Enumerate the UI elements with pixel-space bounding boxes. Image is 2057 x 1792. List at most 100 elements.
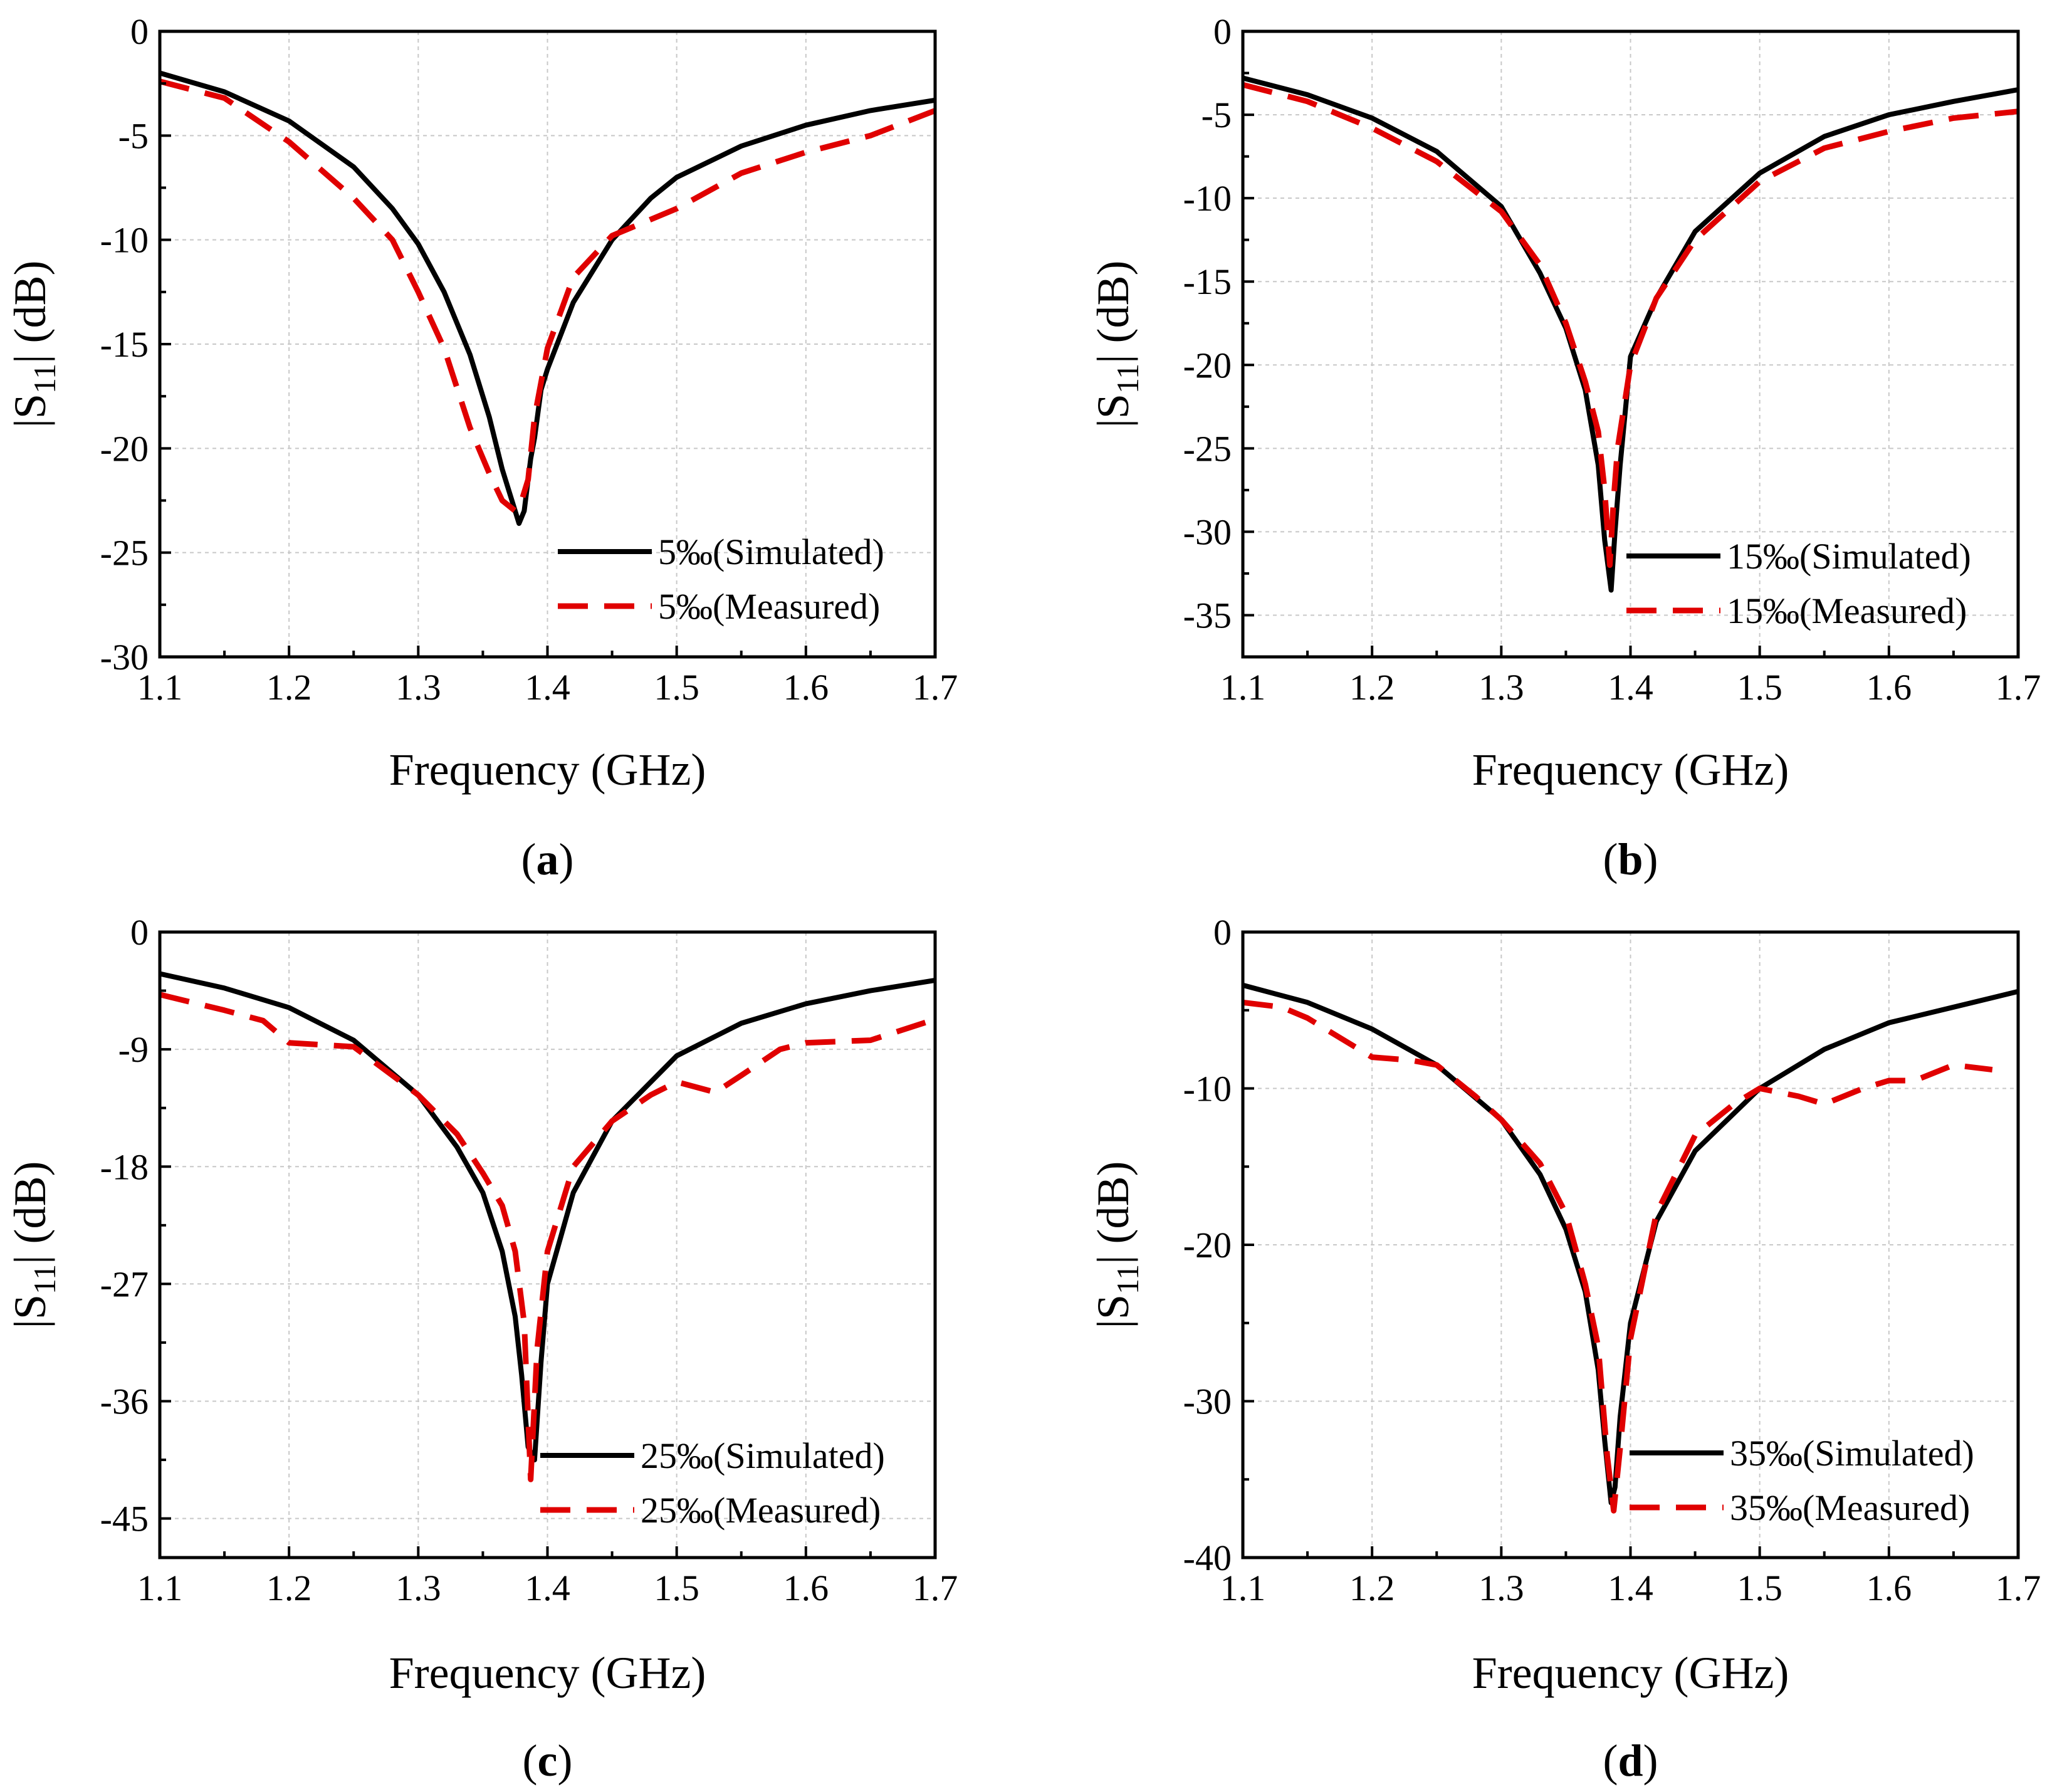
panel-caption-letter: a xyxy=(536,834,559,884)
y-axis-label-main: |S xyxy=(5,394,55,427)
legend-label: 15‰(Simulated) xyxy=(1727,536,1971,577)
x-tick-label: 1.1 xyxy=(137,1568,183,1608)
x-axis-label: Frequency (GHz) xyxy=(1472,745,1789,795)
y-tick-label: 0 xyxy=(1213,912,1232,953)
y-axis-label: |S11| (dB) xyxy=(5,1161,62,1328)
panel-caption-close: ) xyxy=(1643,834,1658,884)
x-tick-label: 1.3 xyxy=(395,1568,441,1608)
x-tick-label: 1.1 xyxy=(137,667,183,708)
chart-panel-a: 1.1 1.2 1.3 1.4 1.5 1.6 1.7 0 -5 -10 -15 -20 -25 -30 F… xyxy=(5,11,958,884)
panel-caption-letter: b xyxy=(1618,834,1643,884)
y-axis-label-tail: | (dB) xyxy=(1088,260,1138,363)
y-tick-label: -40 xyxy=(1183,1538,1232,1578)
x-tick-label: 1.5 xyxy=(1737,1568,1782,1608)
y-axis-label-subscript: 11 xyxy=(27,364,62,394)
chart-panel-d: 1.1 1.2 1.3 1.4 1.5 1.6 1.7 0 -10 -20 -30 -40 Freque… xyxy=(1088,912,2041,1786)
x-tick-label: 1.6 xyxy=(783,667,829,708)
y-tick-label: -30 xyxy=(1183,1381,1232,1422)
panel-caption-letter: c xyxy=(538,1736,558,1786)
panel-caption-close: ) xyxy=(1643,1736,1658,1786)
x-tick-label: 1.7 xyxy=(1996,1568,2041,1608)
y-tick-label: -18 xyxy=(100,1146,149,1187)
y-axis-label-tail: | (dB) xyxy=(5,1161,55,1264)
x-tick-label: 1.2 xyxy=(1349,667,1395,708)
y-tick-label: -45 xyxy=(100,1499,149,1539)
y-tick-label: -20 xyxy=(1183,1225,1232,1265)
chart-panel-b: 1.1 1.2 1.3 1.4 1.5 1.6 1.7 0 -5 -10 -15 -20 -25 -30 -… xyxy=(1088,11,2041,884)
x-tick-label: 1.7 xyxy=(1996,667,2041,708)
legend-label: 5‰(Simulated) xyxy=(658,532,884,572)
y-tick-label: -15 xyxy=(1183,261,1232,302)
y-tick-label: -5 xyxy=(118,115,149,156)
y-tick-label: -10 xyxy=(1183,178,1232,219)
y-axis-label: |S11| (dB) xyxy=(5,260,62,427)
y-axis-label-main: |S xyxy=(1088,394,1138,427)
y-tick-label: -9 xyxy=(118,1029,149,1070)
x-tick-label: 1.2 xyxy=(266,1568,312,1608)
measured-series-line xyxy=(160,992,935,1482)
panel-caption-close: ) xyxy=(559,834,574,884)
legend-label: 15‰(Measured) xyxy=(1727,590,1967,631)
panel-caption: (c) xyxy=(523,1736,573,1786)
y-tick-label: -27 xyxy=(100,1264,149,1304)
x-axis-label: Frequency (GHz) xyxy=(389,745,706,795)
x-tick-label: 1.7 xyxy=(913,1568,958,1608)
y-tick-label: -5 xyxy=(1201,95,1232,135)
y-axis-label-subscript: 11 xyxy=(1110,364,1145,394)
y-axis-label-main: |S xyxy=(1088,1294,1138,1328)
y-axis-label-tail: | (dB) xyxy=(5,260,55,363)
x-axis-label: Frequency (GHz) xyxy=(389,1648,706,1698)
measured-series-line xyxy=(1243,81,2018,569)
x-tick-label: 1.6 xyxy=(1866,667,1912,708)
panel-caption-open: ( xyxy=(523,1736,538,1786)
y-tick-label: -10 xyxy=(100,220,149,261)
chart-panel-c: 1.1 1.2 1.3 1.4 1.5 1.6 1.7 0 -9 -18 -27 -36 -45 Freq… xyxy=(5,912,958,1786)
x-tick-label: 1.4 xyxy=(525,1568,570,1608)
x-tick-label: 1.5 xyxy=(654,1568,699,1608)
x-tick-label: 1.4 xyxy=(1608,667,1653,708)
y-axis-label: |S11| (dB) xyxy=(1088,1161,1145,1328)
x-tick-label: 1.2 xyxy=(1349,1568,1395,1608)
legend-label: 35‰(Measured) xyxy=(1730,1487,1970,1528)
measured-series-line xyxy=(1243,999,1993,1514)
y-tick-label: -30 xyxy=(100,637,149,678)
legend-label: 25‰(Simulated) xyxy=(641,1435,885,1476)
panel-caption-open: ( xyxy=(521,834,536,884)
x-tick-label: 1.6 xyxy=(783,1568,829,1608)
y-tick-label: -20 xyxy=(100,428,149,469)
y-tick-label: -35 xyxy=(1183,595,1232,636)
measured-series-line xyxy=(160,78,935,514)
y-axis-label-main: |S xyxy=(5,1294,55,1328)
panel-caption-close: ) xyxy=(557,1736,572,1786)
y-tick-label: 0 xyxy=(130,11,149,52)
y-tick-label: -30 xyxy=(1183,511,1232,552)
y-axis-label: |S11| (dB) xyxy=(1088,260,1145,427)
panel-caption: (b) xyxy=(1603,834,1658,884)
y-axis-label-subscript: 11 xyxy=(27,1264,62,1294)
y-tick-label: 0 xyxy=(130,912,149,953)
y-tick-label: -25 xyxy=(100,533,149,574)
simulated-series-line xyxy=(160,70,935,527)
x-tick-label: 1.1 xyxy=(1220,1568,1266,1608)
x-tick-label: 1.4 xyxy=(1608,1568,1653,1608)
legend-label: 35‰(Simulated) xyxy=(1730,1433,1974,1474)
panel-caption: (d) xyxy=(1603,1736,1658,1786)
x-tick-label: 1.4 xyxy=(525,667,570,708)
panel-caption: (a) xyxy=(521,834,574,884)
panel-caption-open: ( xyxy=(1603,1736,1618,1786)
x-tick-label: 1.1 xyxy=(1220,667,1266,708)
panel-caption-letter: d xyxy=(1618,1736,1643,1786)
x-tick-label: 1.6 xyxy=(1866,1568,1912,1608)
panel-caption-open: ( xyxy=(1603,834,1618,884)
x-tick-label: 1.3 xyxy=(1479,1568,1524,1608)
y-axis-label-tail: | (dB) xyxy=(1088,1161,1138,1264)
x-tick-label: 1.3 xyxy=(1479,667,1524,708)
x-tick-label: 1.5 xyxy=(654,667,699,708)
x-axis-label: Frequency (GHz) xyxy=(1472,1648,1789,1698)
y-tick-label: -20 xyxy=(1183,345,1232,385)
legend-label: 5‰(Measured) xyxy=(658,586,880,627)
simulated-series-line xyxy=(1243,75,2018,593)
y-axis-label-subscript: 11 xyxy=(1110,1264,1145,1294)
y-tick-label: -36 xyxy=(100,1381,149,1422)
